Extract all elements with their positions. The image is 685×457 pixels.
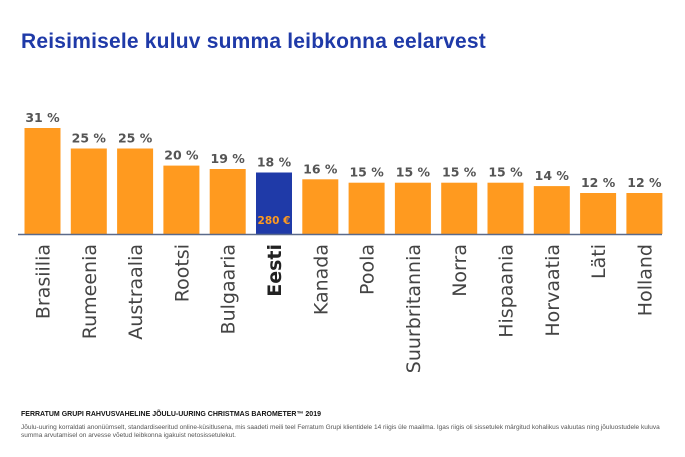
category-label: Bulgaaria [218, 244, 240, 334]
category-label: Norra [449, 244, 471, 297]
category-label: Rumeenia [79, 244, 101, 339]
value-label: 25 % [118, 131, 153, 146]
value-label: 19 % [211, 151, 246, 166]
bar-austraalia [117, 148, 154, 234]
value-label: 12 % [627, 175, 662, 190]
value-label: 20 % [164, 148, 199, 163]
value-label: 16 % [303, 161, 338, 176]
chart-title: Reisimisele kuluv summa leibkonna eelarv… [21, 30, 486, 53]
category-label: Rootsi [171, 244, 193, 302]
category-label: Läti [588, 244, 610, 279]
highlight-annotation: 280 € [258, 215, 291, 227]
source-title: FERRATUM GRUPI RAHVUSVAHELINE JÕULU-UURI… [21, 411, 321, 418]
category-label: Eesti [264, 244, 286, 297]
bar-hispaania [487, 182, 524, 234]
bar-brasiilia [24, 128, 61, 234]
category-label: Horvaatia [542, 244, 564, 337]
category-label: Poola [357, 244, 379, 295]
value-label: 25 % [72, 131, 107, 146]
value-label: 18 % [257, 155, 292, 170]
bar-poola [348, 182, 385, 234]
value-label: 15 % [442, 165, 477, 180]
bar-läti [580, 193, 617, 234]
category-label: Brasiilia [33, 244, 55, 319]
category-label: Austraalia [125, 244, 147, 340]
category-label: Holland [634, 244, 656, 316]
bar-kanada [302, 179, 339, 234]
bar-rootsi [163, 165, 200, 234]
bar-norra [441, 182, 478, 234]
category-label: Kanada [310, 244, 332, 315]
methodology-note: Jõulu-uuring korraldati anonüümselt, sta… [21, 424, 660, 439]
bar-bulgaaria [209, 169, 246, 234]
value-label: 15 % [488, 165, 523, 180]
value-label: 15 % [349, 165, 384, 180]
value-label: 12 % [581, 175, 616, 190]
bar-horvaatia [533, 186, 570, 234]
bar-holland [626, 193, 663, 234]
category-label: Hispaania [496, 244, 518, 338]
value-label: 31 % [25, 110, 60, 125]
bar-suurbritannia [394, 182, 431, 234]
value-label: 15 % [396, 165, 431, 180]
bar-rumeenia [70, 148, 107, 234]
category-label: Suurbritannia [403, 244, 425, 373]
bar-eesti [256, 172, 292, 234]
value-label: 14 % [535, 168, 570, 183]
